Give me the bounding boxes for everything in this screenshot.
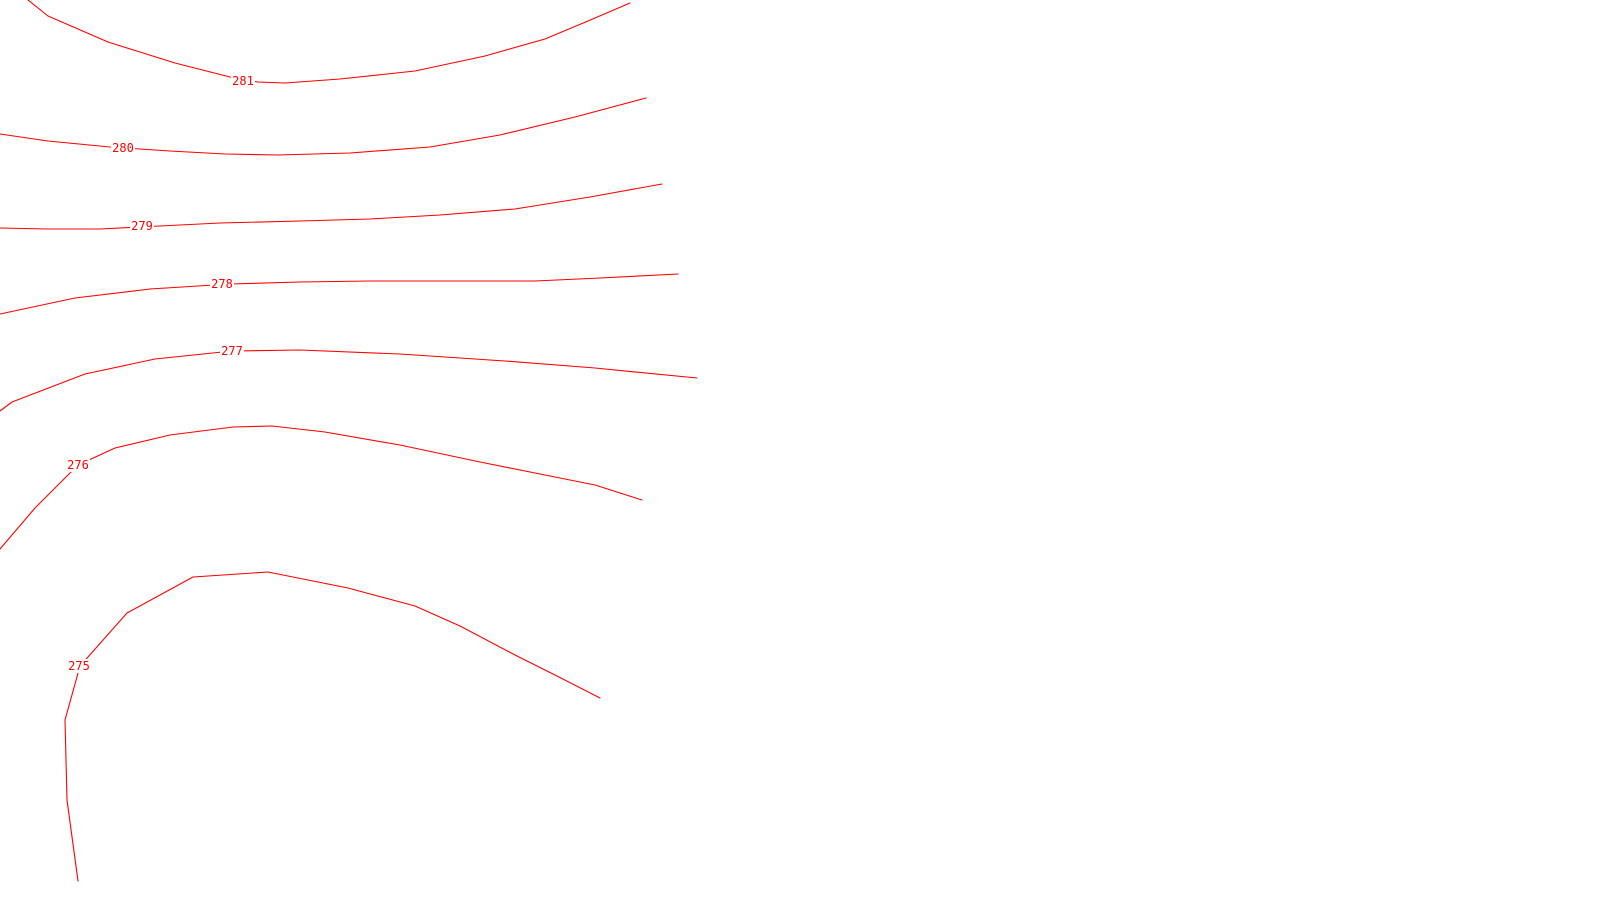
contour-labels-layer: 281 280 279 278 277 276 275 (66, 74, 255, 673)
contour-line-277 (0, 349, 698, 412)
contour-line-280 (0, 97, 647, 156)
contour-label-mask-281 (231, 74, 255, 88)
contour-label-mask-277 (220, 344, 244, 358)
contour-label-281: 281 (232, 74, 254, 88)
contour-label-mask-279 (130, 219, 154, 233)
contour-lines-layer (0, 0, 698, 882)
contour-line-279 (0, 183, 663, 230)
contour-label-275: 275 (68, 659, 90, 673)
contour-line-278 (0, 273, 679, 315)
contour-label-279: 279 (131, 219, 153, 233)
contour-label-277: 277 (221, 344, 243, 358)
contour-label-mask-276 (66, 458, 90, 472)
contour-label-276: 276 (67, 458, 89, 472)
contour-line-275 (64, 571, 601, 882)
contour-label-mask-275 (67, 659, 91, 673)
contour-label-mask-278 (210, 277, 234, 291)
contour-label-mask-280 (111, 141, 135, 155)
contour-label-278: 278 (211, 277, 233, 291)
contour-label-280: 280 (112, 141, 134, 155)
contour-line-276 (0, 425, 643, 550)
contour-line-281 (27, 0, 631, 84)
